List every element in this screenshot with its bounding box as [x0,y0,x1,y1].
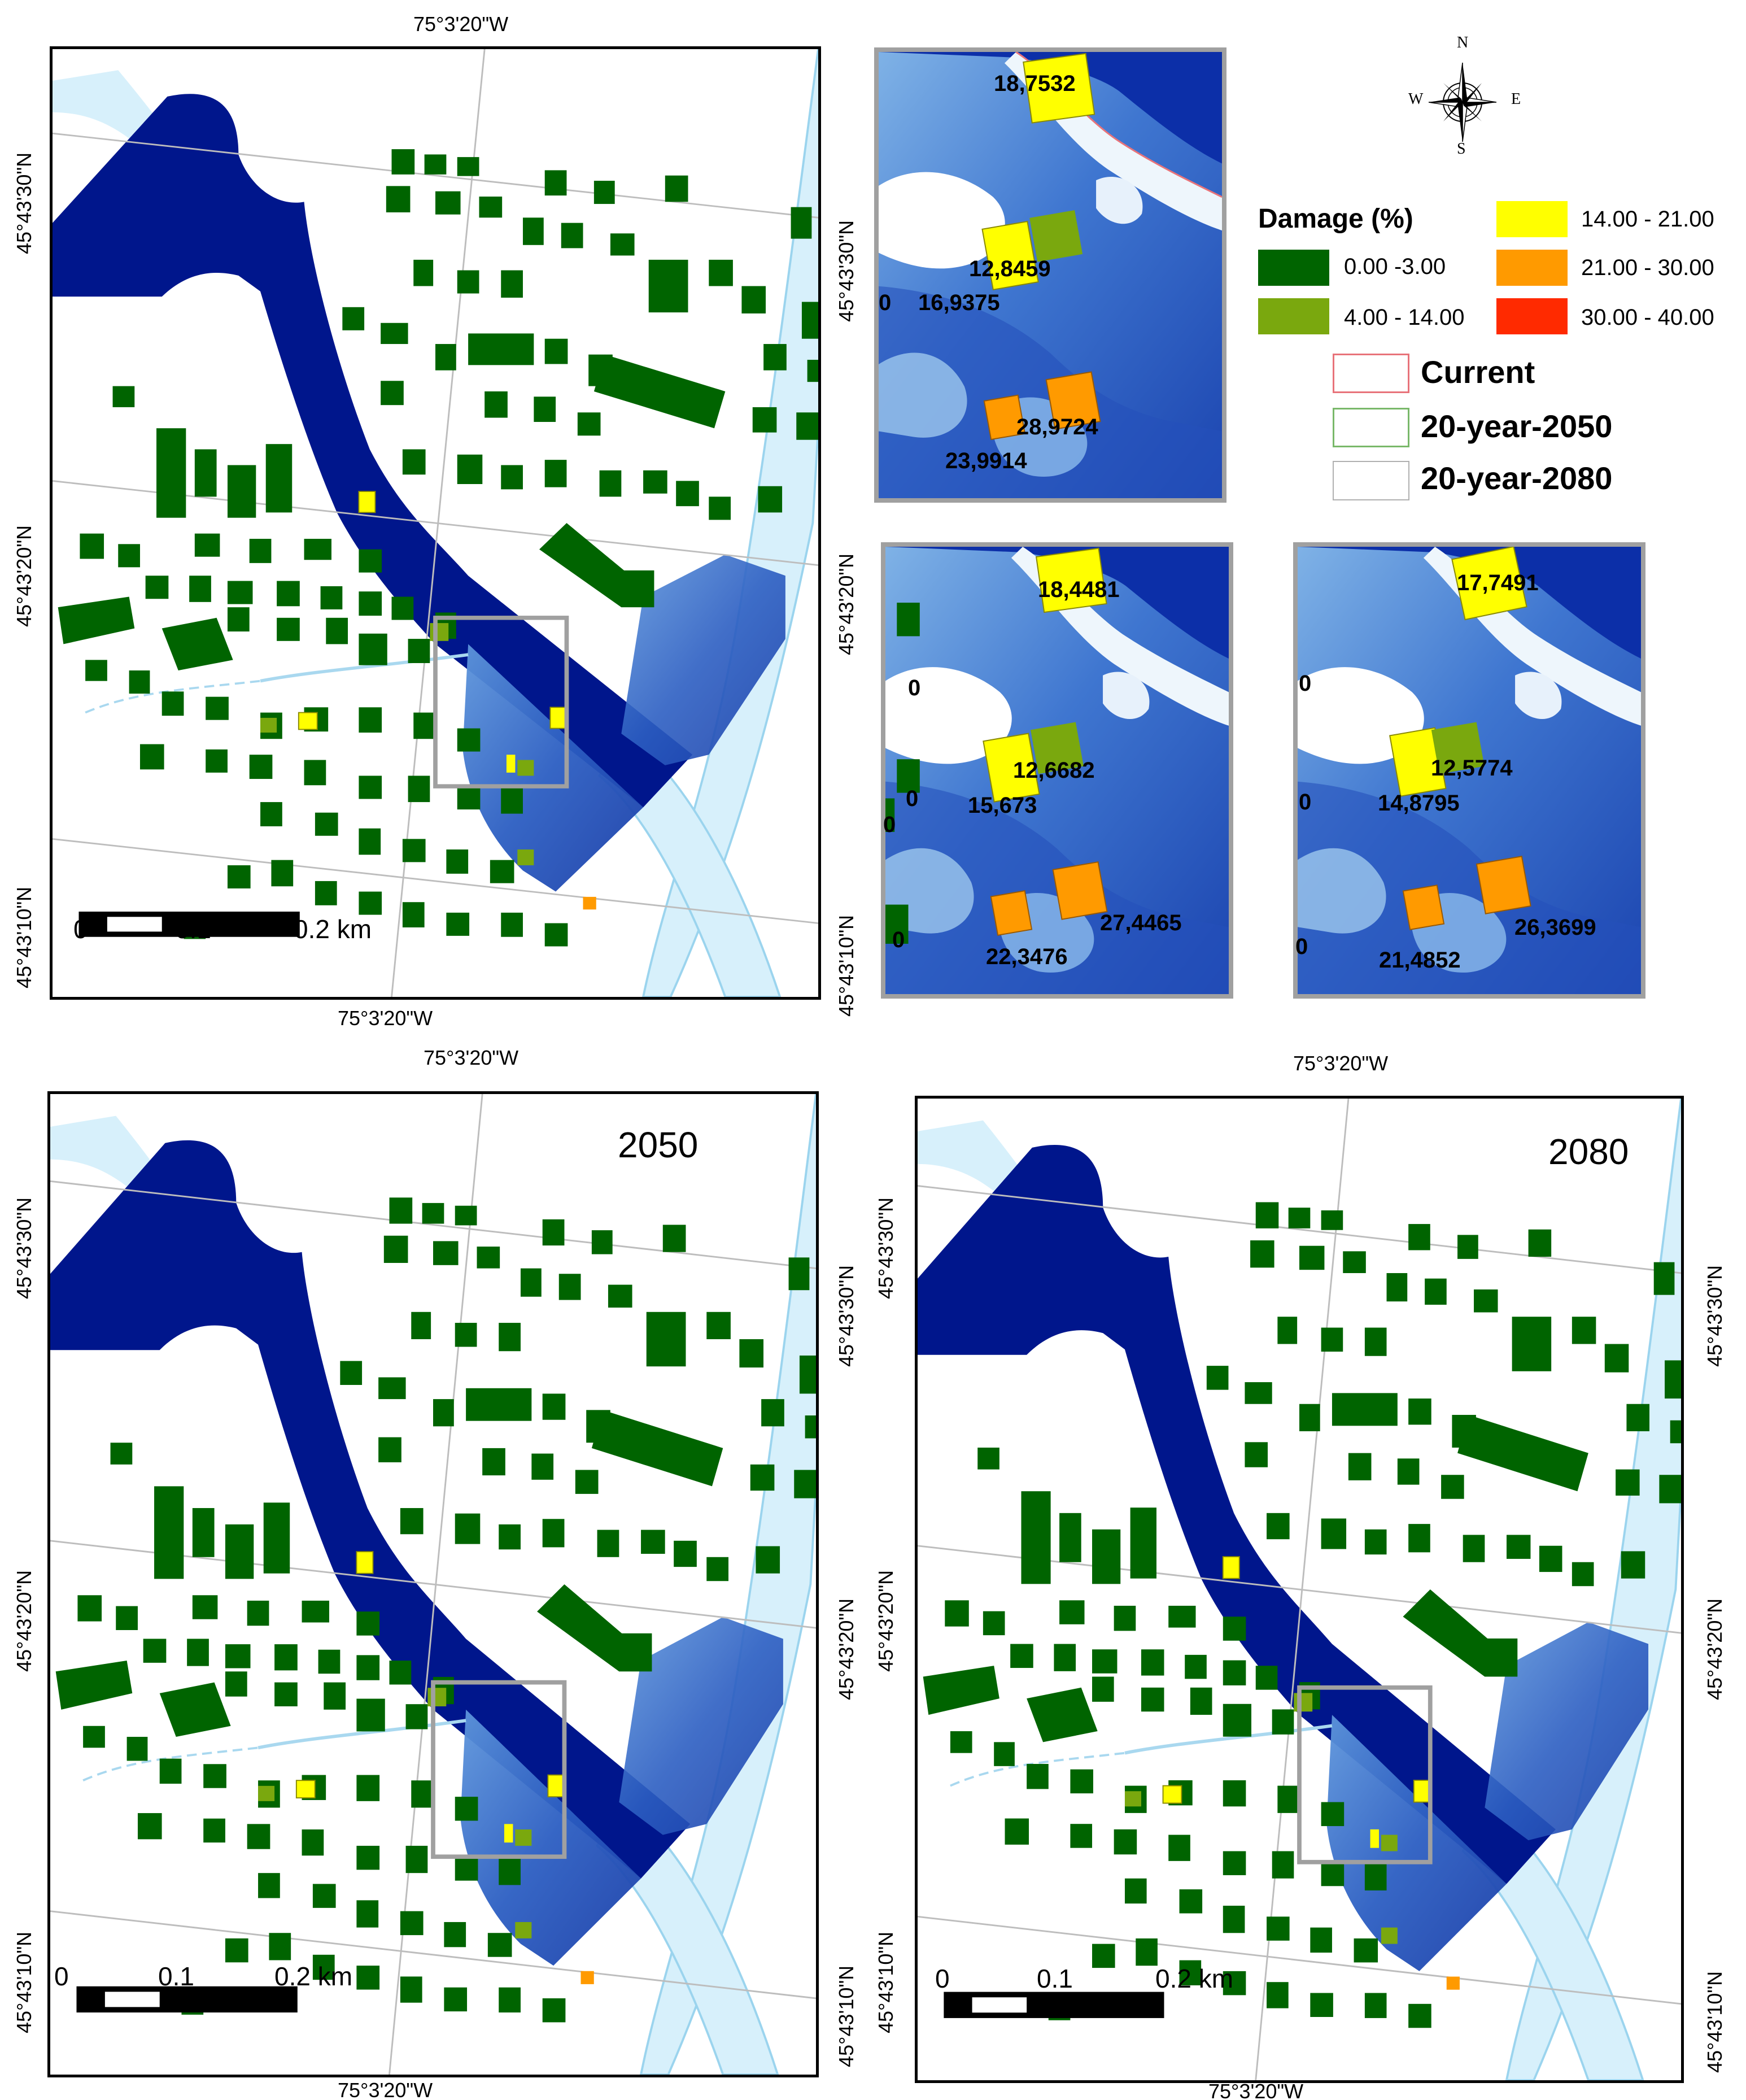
scale-tick-0-2050: 0 [54,1962,69,1991]
legend-range-1: 4.00 - 14.00 [1344,305,1465,330]
legend-outline-2080-label: 20-year-2080 [1421,460,1613,496]
inset-2080-value-top: 17,7491 [1457,570,1539,595]
lat-left-lower-current: 45°43'10"N [12,886,36,988]
inset-2050-zero-d: 0 [892,927,905,952]
scale-tick-0-2080: 0 [935,1964,950,1993]
lat-left-lower-2080: 45°43'10"N [874,1931,897,2033]
legend-title: Damage (%) [1258,204,1413,234]
lat-right-lower-current: 45°43'10"N [835,914,858,1017]
inset-2050-zero-c: 0 [883,812,896,837]
inset-2080-value-orange-right: 26,3699 [1514,915,1596,940]
year-label-2050: 2050 [618,1125,699,1165]
lat-left-mid-2050: 45°43'20"N [12,1570,36,1672]
legend-range-0: 0.00 -3.00 [1344,254,1446,279]
scale-tick-1-2080: 0.1 [1037,1964,1073,1993]
compass-rose-icon [1428,62,1497,142]
compass-e: E [1511,90,1521,108]
legend-swatch-0 [1258,250,1329,286]
map-2050-canvas [50,1094,816,2075]
lat-left-mid-current: 45°43'20"N [12,525,36,627]
legend-range-2: 14.00 - 21.00 [1581,207,1714,232]
lat-right-mid-current: 45°43'20"N [835,553,858,655]
inset-2050-zero-b: 0 [906,786,919,811]
lat-right-mid-2050: 45°43'20"N [835,1598,858,1700]
lat-left-lower-2050: 45°43'10"N [12,1931,36,2033]
inset-2080-value-green: 12,5774 [1431,756,1513,781]
legend-outline-2050 [1333,408,1409,447]
inset-current-zero: 0 [879,290,892,315]
inset-current-value-orange-right: 28,9724 [1016,415,1098,439]
inset-2050-value-top: 18,4481 [1038,577,1120,602]
legend-outline-2080 [1333,461,1409,500]
scale-tick-2-current: 0.2 km [294,914,372,944]
lon-label-top-2080: 75°3'20"W [1293,1052,1389,1075]
inset-2050-zero-a: 0 [908,676,921,700]
legend-swatch-3 [1496,250,1568,286]
compass-w: W [1408,90,1424,108]
map-2080-canvas [918,1099,1681,2080]
inset-current-value-top: 18,7532 [994,71,1076,96]
scale-tick-1-current: 0.1 [175,914,211,944]
inset-2080-zero-c: 0 [1295,934,1308,959]
lat-right-lower-2080: 45°43'10"N [1703,1971,1726,2073]
scale-tick-2-2050: 0.2 km [274,1962,353,1991]
inset-2080-value-orange-left: 21,4852 [1379,948,1461,973]
inset-2050 [881,542,1233,999]
scale-tick-2-2080: 0.2 km [1155,1964,1234,1993]
compass-s: S [1457,140,1466,158]
legend-swatch-1 [1258,298,1329,334]
map-2050 [47,1091,819,2077]
lon-label-bottom-2080: 75°3'20"W [1208,2080,1304,2100]
map-2080 [915,1096,1684,2083]
inset-2050-value-green: 12,6682 [1013,758,1095,783]
legend-swatch-2 [1496,201,1568,237]
lat-left-upper-2080: 45°43'30"N [874,1197,897,1299]
map-current [50,46,821,1000]
inset-2050-value-orange-left: 22,3476 [986,944,1068,969]
lon-label-top-current: 75°3'20"W [413,12,509,36]
inset-2050-value-orange-right: 27,4465 [1100,910,1182,935]
lat-right-upper-current: 45°43'30"N [835,220,858,322]
year-label-2080: 2080 [1548,1131,1629,1172]
lat-right-upper-2080: 45°43'30"N [1703,1265,1726,1367]
inset-current [874,47,1226,503]
inset-current-value-orange-left: 23,9914 [945,448,1027,473]
lat-left-mid-2080: 45°43'20"N [874,1570,897,1672]
inset-2080-canvas [1298,547,1641,994]
inset-current-value-green: 12,8459 [969,256,1051,281]
inset-current-value-yellow: 16,9375 [918,290,1000,315]
inset-2080-value-yellow: 14,8795 [1378,791,1460,816]
legend-swatch-4 [1496,298,1568,334]
map-current-canvas [53,49,818,997]
legend-outline-2050-label: 20-year-2050 [1421,408,1613,444]
compass-n: N [1457,34,1469,51]
inset-2080-zero-b: 0 [1299,790,1312,814]
lat-left-upper-current: 45°43'30"N [12,152,36,254]
scale-tick-1-2050: 0.1 [158,1962,194,1991]
lat-right-upper-2050: 45°43'30"N [835,1265,858,1367]
inset-2080 [1293,542,1645,999]
scale-tick-0-current: 0 [73,914,88,944]
lat-left-upper-2050: 45°43'30"N [12,1197,36,1299]
inset-2080-zero-a: 0 [1299,671,1312,696]
legend-outline-current-label: Current [1421,354,1535,390]
lon-label-top-2050: 75°3'20"W [424,1046,519,1069]
inset-2050-value-yellow: 15,673 [968,793,1037,818]
lat-right-lower-2050: 45°43'10"N [835,1965,858,2067]
lat-right-mid-2080: 45°43'20"N [1703,1598,1726,1700]
lon-label-bottom-2050: 75°3'20"W [338,2079,433,2100]
lon-label-bottom-current: 75°3'20"W [338,1007,433,1030]
legend-range-4: 30.00 - 40.00 [1581,305,1714,330]
inset-2050-canvas [885,547,1229,994]
legend-range-3: 21.00 - 30.00 [1581,255,1714,280]
inset-current-canvas [879,52,1222,498]
legend-outline-current [1333,354,1409,393]
